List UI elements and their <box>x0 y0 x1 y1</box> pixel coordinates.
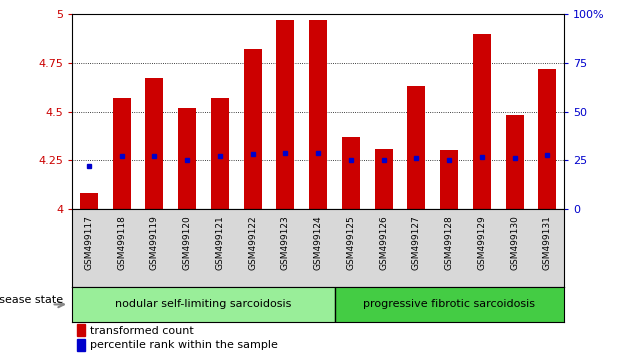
Text: percentile rank within the sample: percentile rank within the sample <box>89 341 278 350</box>
Text: GSM499122: GSM499122 <box>248 215 257 270</box>
Text: GSM499121: GSM499121 <box>215 215 224 270</box>
Bar <box>506 115 524 209</box>
Bar <box>375 149 392 209</box>
Bar <box>440 150 458 209</box>
Bar <box>211 98 229 209</box>
Text: disease state: disease state <box>0 295 63 305</box>
Text: GSM499130: GSM499130 <box>510 215 519 270</box>
Bar <box>72 287 335 322</box>
Text: GSM499119: GSM499119 <box>150 215 159 270</box>
Text: GSM499120: GSM499120 <box>183 215 192 270</box>
Bar <box>113 98 130 209</box>
Bar <box>80 193 98 209</box>
Text: GSM499124: GSM499124 <box>314 215 323 270</box>
Bar <box>178 108 196 209</box>
Text: GSM499126: GSM499126 <box>379 215 388 270</box>
Text: GSM499127: GSM499127 <box>412 215 421 270</box>
Bar <box>335 287 564 322</box>
Text: GSM499125: GSM499125 <box>346 215 355 270</box>
Text: GSM499131: GSM499131 <box>543 215 552 270</box>
Text: progressive fibrotic sarcoidosis: progressive fibrotic sarcoidosis <box>363 299 536 309</box>
Bar <box>77 339 84 352</box>
Text: GSM499129: GSM499129 <box>478 215 486 270</box>
Text: transformed count: transformed count <box>89 326 193 336</box>
Bar <box>342 137 360 209</box>
Text: GSM499128: GSM499128 <box>445 215 454 270</box>
Text: GSM499117: GSM499117 <box>84 215 93 270</box>
Text: GSM499118: GSM499118 <box>117 215 126 270</box>
Bar <box>539 69 556 209</box>
Bar <box>408 86 425 209</box>
Bar <box>146 79 163 209</box>
Bar <box>309 20 327 209</box>
Bar <box>277 20 294 209</box>
Bar <box>77 324 84 336</box>
Text: GSM499123: GSM499123 <box>281 215 290 270</box>
Bar <box>244 49 261 209</box>
Bar <box>473 34 491 209</box>
Text: nodular self-limiting sarcoidosis: nodular self-limiting sarcoidosis <box>115 299 292 309</box>
